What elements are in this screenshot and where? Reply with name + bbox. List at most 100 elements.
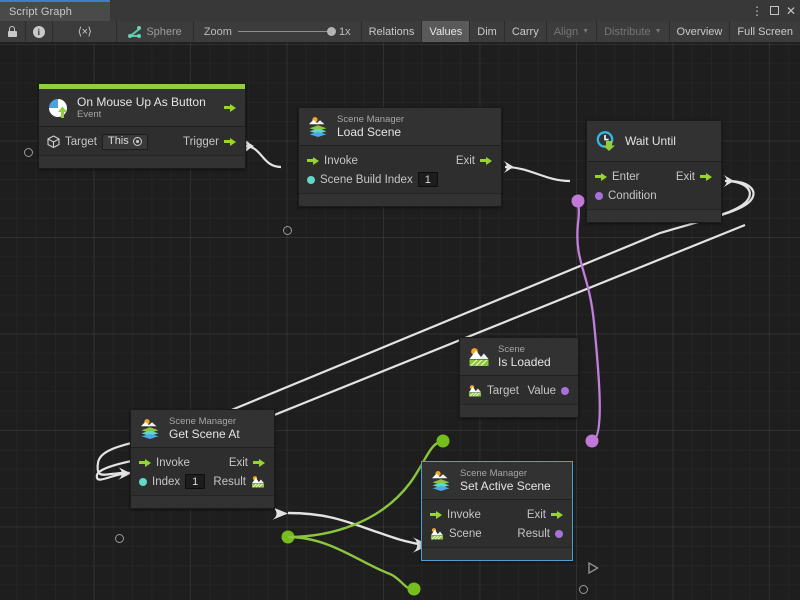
node-output-exit[interactable]: Exit — [229, 457, 265, 469]
node-title-block: Scene Manager Load Scene — [337, 114, 492, 139]
condition-port[interactable] — [595, 191, 603, 200]
scene-label: Scene — [449, 527, 482, 540]
scene-icon — [468, 346, 490, 368]
node-supertitle: Scene Manager — [169, 416, 237, 427]
condition-label: Condition — [608, 189, 657, 202]
code-icon: ⟨×⟩ — [77, 26, 92, 38]
zoom-control[interactable]: Zoom 1x — [194, 21, 362, 42]
node-scene-is-loaded[interactable]: Scene Is Loaded — [459, 337, 579, 419]
node-output-trigger[interactable]: Trigger — [183, 136, 236, 148]
node-scene-manager-load-scene[interactable]: Scene Manager Load Scene Invoke Exit — [283, 107, 502, 235]
node-output-exit[interactable]: Exit — [676, 171, 712, 183]
value-port[interactable] — [561, 386, 569, 395]
wait-until-icon — [595, 130, 617, 152]
window-menu-icon[interactable]: ⋮ — [750, 3, 763, 18]
cube-icon — [47, 135, 60, 149]
edge-endpoint-dot — [436, 434, 450, 448]
toolbar-button-overview[interactable]: Overview — [670, 21, 731, 42]
object-picker-icon[interactable] — [132, 137, 142, 147]
node-wait-until[interactable]: Wait Until Enter Exit — [586, 120, 722, 223]
toolbar-button-align[interactable]: Align ▼ — [547, 21, 598, 42]
node-input-condition[interactable]: Condition — [595, 190, 657, 202]
node-output-exit[interactable]: Exit — [527, 509, 563, 521]
scene-build-index-external-port[interactable] — [283, 226, 292, 235]
result-port[interactable] — [555, 529, 563, 538]
toolbar-button-relations[interactable]: Relations — [362, 21, 423, 42]
node-title-block: On Mouse Up As Button Event — [77, 95, 218, 120]
mouse-event-icon — [47, 97, 69, 119]
exit-flow-port[interactable] — [551, 510, 563, 520]
node-input-target[interactable]: Target This — [47, 133, 148, 150]
invoke-flow-port[interactable] — [430, 510, 442, 520]
exit-flow-port[interactable] — [700, 172, 712, 182]
node-title: Is Loaded — [498, 355, 551, 370]
invoke-label: Invoke — [324, 154, 358, 167]
result-external-port[interactable] — [579, 585, 588, 594]
index-field[interactable]: 1 — [185, 474, 206, 490]
node-body: Invoke Exit — [422, 500, 572, 548]
node-input-enter[interactable]: Enter — [595, 171, 640, 183]
node-input-scene[interactable]: Scene — [430, 527, 482, 540]
scene-build-index-label: Scene Build Index — [320, 173, 413, 186]
toolbar-button-label: Overview — [676, 25, 723, 38]
node-input-invoke[interactable]: Invoke — [430, 509, 481, 521]
node-input-invoke[interactable]: Invoke — [307, 155, 358, 167]
node-output-result[interactable]: Result — [213, 475, 265, 488]
node-row-invoke-exit: Invoke Exit — [422, 505, 572, 524]
node-row-condition: Condition — [587, 186, 721, 205]
node-title: On Mouse Up As Button — [77, 95, 206, 109]
node-row-scene-result: Scene Result — [422, 524, 572, 543]
enter-label: Enter — [612, 170, 640, 183]
target-external-port[interactable] — [24, 148, 33, 157]
toolbar-button-full-screen[interactable]: Full Screen — [730, 21, 800, 42]
maximize-icon[interactable] — [769, 5, 779, 17]
node-row-invoke-exit: Invoke Exit — [299, 151, 501, 170]
toolbar-button-carry[interactable]: Carry — [505, 21, 547, 42]
exit-flow-port[interactable] — [253, 458, 265, 468]
node-scene-manager-set-active-scene[interactable]: Scene Manager Set Active Scene Invoke Ex… — [421, 461, 599, 594]
node-header: Scene Manager Load Scene — [299, 108, 501, 147]
node-output-exit[interactable]: Exit — [456, 155, 492, 167]
node-output-result[interactable]: Result — [517, 528, 563, 540]
graph-source-button[interactable]: Sphere — [117, 21, 194, 42]
invoke-flow-port[interactable] — [139, 458, 151, 468]
zoom-slider[interactable] — [237, 27, 336, 36]
node-footer — [299, 193, 501, 207]
edge-endpoint-dot — [407, 582, 421, 596]
info-icon: i — [32, 25, 45, 38]
toolbar-button-values[interactable]: Values — [422, 21, 471, 42]
close-icon[interactable]: ✕ — [785, 3, 796, 18]
info-button[interactable]: i — [26, 21, 53, 42]
enter-flow-port[interactable] — [595, 172, 607, 182]
exit-flow-port[interactable] — [480, 156, 492, 166]
toolbar-button-distribute[interactable]: Distribute ▼ — [597, 21, 670, 42]
node-input-target[interactable]: Target — [468, 384, 519, 397]
toolbar-button-dim[interactable]: Dim — [470, 21, 505, 42]
index-external-port[interactable] — [115, 534, 124, 543]
node-on-mouse-up-as-button[interactable]: On Mouse Up As Button Event Target — [24, 83, 246, 170]
graph-canvas[interactable]: On Mouse Up As Button Event Target — [0, 43, 800, 600]
trigger-flow-port[interactable] — [224, 137, 236, 147]
node-input-scene-build-index[interactable]: Scene Build Index 1 — [307, 172, 438, 188]
node-output-value[interactable]: Value — [527, 385, 569, 397]
chevron-down-icon: ▼ — [654, 28, 662, 35]
scene-build-index-port[interactable] — [307, 175, 315, 184]
node-scene-manager-get-scene-at[interactable]: Scene Manager Get Scene At Invoke Exit — [115, 409, 275, 543]
index-port[interactable] — [139, 477, 147, 486]
lock-button[interactable] — [0, 21, 26, 42]
target-value-field[interactable]: This — [101, 133, 148, 150]
node-row-target-value: Target Value — [460, 381, 578, 400]
node-body: Target Value — [460, 376, 578, 405]
invoke-flow-port[interactable] — [307, 156, 319, 166]
node-input-index[interactable]: Index 1 — [139, 474, 206, 490]
tab-script-graph[interactable]: Script Graph — [0, 0, 110, 21]
scene-build-index-field[interactable]: 1 — [417, 172, 438, 188]
node-input-invoke[interactable]: Invoke — [139, 457, 190, 469]
node-subtitle: Event — [77, 109, 102, 121]
code-view-button[interactable]: ⟨×⟩ — [53, 21, 118, 42]
toolbar-button-label: Full Screen — [737, 25, 793, 38]
result-label: Result — [517, 527, 550, 540]
zoom-slider-handle[interactable] — [326, 27, 336, 36]
zoom-label: Zoom — [203, 25, 232, 38]
node-title-block: Scene Manager Get Scene At — [169, 416, 265, 441]
